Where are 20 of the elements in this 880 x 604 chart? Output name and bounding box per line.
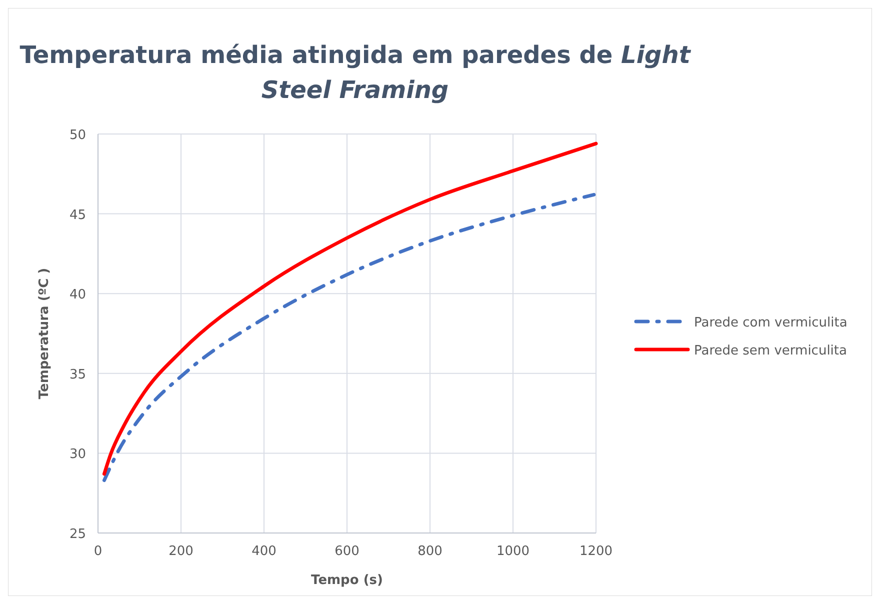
line-series — [102, 192, 596, 482]
y-axis-title: Temperatura (ºC ) — [37, 268, 52, 400]
y-tick-label: 25 — [69, 527, 86, 542]
x-tick-label: 600 — [334, 544, 360, 559]
legend-label: Parede com vermiculita — [694, 316, 848, 330]
y-tick-label: 35 — [69, 367, 86, 382]
x-tick-label: 1000 — [496, 544, 530, 559]
x-tick-label: 800 — [418, 544, 442, 559]
x-tick-label: 1200 — [579, 544, 613, 559]
x-tick-label: 200 — [168, 544, 194, 559]
y-tick-label: 45 — [69, 208, 86, 223]
chart-title: Temperatura média atingida em paredes de Light Steel Framing — [20, 41, 690, 104]
x-tick-label: 400 — [252, 544, 276, 559]
legend-label: Parede sem vermiculita — [694, 344, 847, 358]
x-axis-title: Tempo (s) — [311, 573, 383, 588]
x-tick-label: 0 — [94, 544, 102, 559]
y-tick-label: 50 — [69, 128, 86, 143]
line-series — [102, 142, 598, 476]
y-tick-label: 40 — [69, 288, 86, 303]
y-tick-label: 30 — [69, 447, 86, 462]
